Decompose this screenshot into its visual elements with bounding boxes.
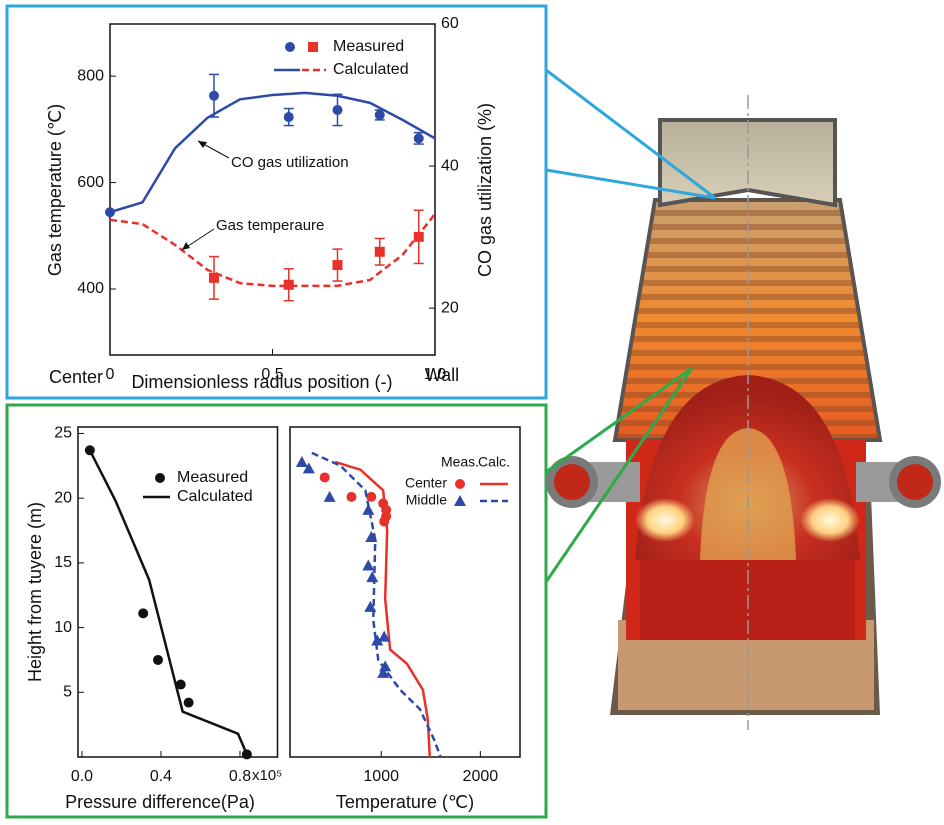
y2-tick-label: 20 <box>441 299 459 316</box>
x-axis-label: Dimensionless radius position (-) <box>131 372 392 392</box>
data-point <box>296 456 308 467</box>
data-point <box>362 559 374 570</box>
data-point <box>333 260 343 270</box>
legend-label: Measured <box>177 469 248 486</box>
legend-label: Middle <box>406 492 447 508</box>
annotation: Gas temperaure <box>216 217 324 234</box>
legend-header: Meas. <box>441 454 479 470</box>
x-tick-label: 1000 <box>363 768 399 785</box>
data-point <box>375 247 385 257</box>
y2-axis-label: CO gas utilization (%) <box>475 103 495 277</box>
data-point <box>320 472 330 482</box>
data-point <box>184 698 194 708</box>
arrow-head <box>198 141 207 148</box>
y-axis-label: Gas temperature (℃) <box>45 104 65 276</box>
data-point <box>379 660 391 671</box>
y-tick-label: 600 <box>77 174 104 191</box>
data-point <box>284 112 294 122</box>
legend-header: Calc. <box>478 454 510 470</box>
x-tick-label: 0.8 <box>229 768 251 785</box>
x-end-label: Wall <box>425 365 459 385</box>
y-tick-label: 20 <box>54 489 72 506</box>
data-point <box>209 91 219 101</box>
x-axis-label: Pressure difference(Pa) <box>65 792 255 812</box>
legend-label: Calculated <box>333 61 409 78</box>
y-axis-label: Height from tuyere (m) <box>25 502 45 682</box>
y2-tick-label: 60 <box>441 15 459 32</box>
legend-label: Center <box>405 475 447 491</box>
legend-marker <box>308 42 318 52</box>
series-line <box>110 93 435 212</box>
data-point <box>333 105 343 115</box>
y-tick-label: 10 <box>54 619 72 636</box>
y-tick-label: 400 <box>77 280 104 297</box>
y-tick-label: 800 <box>77 67 104 84</box>
data-point <box>138 608 148 618</box>
legend-label: Calculated <box>177 488 253 505</box>
data-point <box>414 133 424 143</box>
top-panel-frame <box>7 6 546 398</box>
y-tick-label: 25 <box>54 425 72 442</box>
data-point <box>366 492 376 502</box>
annotation: CO gas utilization <box>231 154 349 171</box>
x-end-label: Center <box>49 367 103 387</box>
data-point <box>366 571 378 582</box>
legend-marker <box>455 479 465 489</box>
x-tick-label: 0.4 <box>150 768 172 785</box>
data-point <box>346 492 356 502</box>
data-point <box>324 491 336 502</box>
x-tick-label: 2000 <box>463 768 499 785</box>
y2-tick-label: 40 <box>441 157 459 174</box>
x-tick-label: 0.0 <box>71 768 93 785</box>
x-tick-label: 0 <box>106 366 115 383</box>
page: 00.51.0400600800204060Dimensionless radi… <box>0 0 944 825</box>
data-point <box>375 110 385 120</box>
legend-label: Measured <box>333 38 404 55</box>
data-point <box>153 655 163 665</box>
x-axis-label: Temperature (℃) <box>336 792 474 812</box>
figure: 00.51.0400600800204060Dimensionless radi… <box>0 0 944 820</box>
x-multiplier: x10⁵ <box>252 767 282 784</box>
legend-marker <box>155 473 165 483</box>
y-tick-label: 15 <box>54 554 72 571</box>
legend-marker <box>285 42 295 52</box>
y-tick-label: 5 <box>63 684 72 701</box>
legend-marker <box>454 495 466 506</box>
furnace-illustration <box>546 95 941 730</box>
